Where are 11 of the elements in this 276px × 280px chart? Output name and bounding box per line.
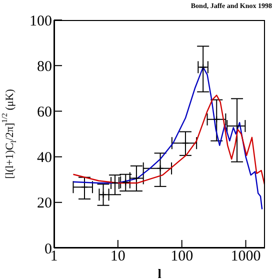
y-tick-label: 60 — [37, 104, 52, 121]
x-tick-label: 1000 — [230, 248, 261, 265]
y-tick-label: 80 — [37, 58, 52, 75]
x-tick-label: 10 — [110, 248, 126, 265]
y-tick-label: 0 — [44, 241, 52, 258]
x-tick-label: 1 — [50, 248, 58, 265]
x-axis-title: l — [158, 266, 162, 280]
y-tick-label: 100 — [30, 13, 52, 30]
y-tick-label: 20 — [37, 196, 52, 212]
x-tick-label: 100 — [170, 248, 194, 265]
y-tick-label: 40 — [37, 150, 52, 166]
